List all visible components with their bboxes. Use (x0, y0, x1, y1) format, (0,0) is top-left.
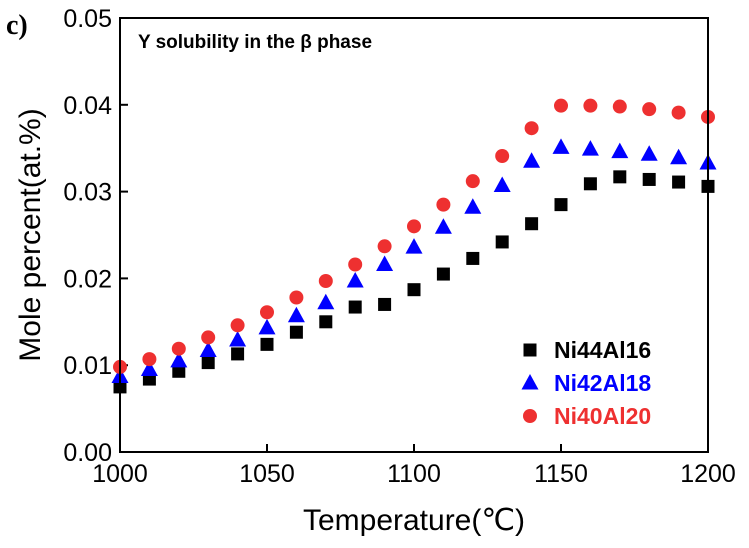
data-point-ni40al20 (583, 98, 598, 113)
data-point-ni44al16 (583, 177, 597, 191)
data-point-ni40al20 (348, 257, 363, 272)
legend-marker-ni40al20 (523, 409, 537, 423)
data-point-ni42al18 (140, 360, 158, 377)
data-point-ni44al16 (260, 337, 274, 351)
x-tick-label: 1100 (387, 460, 441, 488)
x-tick-label: 1000 (92, 460, 148, 488)
legend-marker-ni44al16 (523, 343, 537, 357)
data-point-ni42al18 (523, 152, 541, 168)
data-point-ni42al18 (405, 238, 423, 254)
data-point-ni40al20 (142, 352, 157, 367)
data-point-ni42al18 (611, 142, 629, 159)
data-point-ni44al16 (231, 347, 245, 361)
data-point-ni42al18 (346, 272, 364, 288)
y-tick-label: 0.01 (63, 352, 112, 380)
data-point-ni44al16 (466, 251, 480, 265)
plot-frame (119, 17, 709, 453)
data-point-ni44al16 (554, 198, 568, 212)
data-point-ni44al16 (525, 217, 539, 231)
data-point-ni42al18 (464, 198, 482, 214)
data-point-ni42al18 (258, 318, 276, 335)
data-point-ni40al20 (260, 305, 274, 320)
data-point-ni40al20 (318, 274, 333, 289)
panel-label: c) (6, 10, 28, 41)
data-point-ni40al20 (524, 121, 539, 136)
data-point-ni42al18 (170, 351, 188, 368)
legend-label-ni42al18: Ni42Al18 (554, 370, 651, 396)
x-tick-label: 1050 (239, 460, 295, 488)
data-point-ni44al16 (407, 283, 421, 297)
data-point-ni40al20 (642, 102, 657, 117)
y-tick-label: 0.00 (63, 439, 112, 467)
data-point-ni44al16 (642, 172, 656, 186)
legend-label-ni44al16: Ni44Al16 (554, 337, 651, 363)
x-tick-label: 1200 (680, 460, 736, 488)
data-point-ni40al20 (495, 149, 510, 164)
data-point-ni42al18 (493, 176, 511, 193)
data-point-ni40al20 (671, 105, 686, 120)
data-point-ni42al18 (640, 145, 658, 161)
x-tick-label: 1150 (534, 460, 588, 488)
y-tick-label: 0.03 (63, 179, 112, 207)
data-point-ni42al18 (376, 255, 394, 272)
data-point-ni42al18 (229, 331, 247, 347)
data-point-ni44al16 (319, 315, 333, 329)
data-point-ni40al20 (554, 98, 568, 113)
legend-label-ni40al20: Ni40Al20 (554, 403, 651, 429)
y-axis-label: Mole percent(at.%) (14, 108, 47, 361)
data-point-ni40al20 (171, 341, 186, 356)
data-point-ni44al16 (436, 267, 450, 281)
data-point-ni40al20 (465, 174, 480, 189)
data-point-ni44al16 (289, 325, 303, 339)
ticks-layer: 1000 1050 1100 1150 1200 0.00 0.01 0.02 0.03 0.04… (63, 5, 735, 488)
data-point-ni42al18 (287, 306, 305, 323)
data-point-ni44al16 (172, 364, 186, 378)
data-point-ni44al16 (672, 175, 686, 189)
data-point-ni44al16 (613, 170, 627, 184)
data-point-ni44al16 (201, 356, 215, 370)
data-point-ni40al20 (612, 99, 627, 114)
data-point-ni40al20 (436, 197, 451, 212)
points-layer (111, 98, 717, 394)
data-point-ni44al16 (378, 297, 392, 311)
data-point-ni42al18 (199, 341, 217, 357)
data-point-ni42al18 (552, 138, 570, 154)
data-point-ni42al18 (317, 293, 335, 310)
data-point-ni42al18 (581, 140, 599, 156)
legend: Ni44Al16 Ni42Al18 Ni40Al20 (521, 337, 651, 429)
y-tick-label: 0.05 (63, 5, 112, 33)
data-point-ni42al18 (670, 148, 688, 165)
chart-title: Y solubility in the β phase (138, 32, 372, 53)
y-tick-label: 0.02 (63, 265, 112, 293)
legend-marker-ni42al18 (521, 374, 539, 390)
data-point-ni40al20 (407, 219, 421, 234)
data-point-ni40al20 (377, 239, 392, 254)
y-tick-label: 0.04 (63, 92, 112, 120)
data-point-ni40al20 (230, 318, 245, 333)
data-point-ni44al16 (495, 235, 509, 249)
data-point-ni40al20 (289, 290, 304, 305)
data-point-ni42al18 (434, 218, 452, 234)
x-axis-label: Temperature(℃) (303, 504, 525, 537)
data-point-ni44al16 (348, 300, 362, 314)
data-point-ni40al20 (201, 330, 216, 345)
